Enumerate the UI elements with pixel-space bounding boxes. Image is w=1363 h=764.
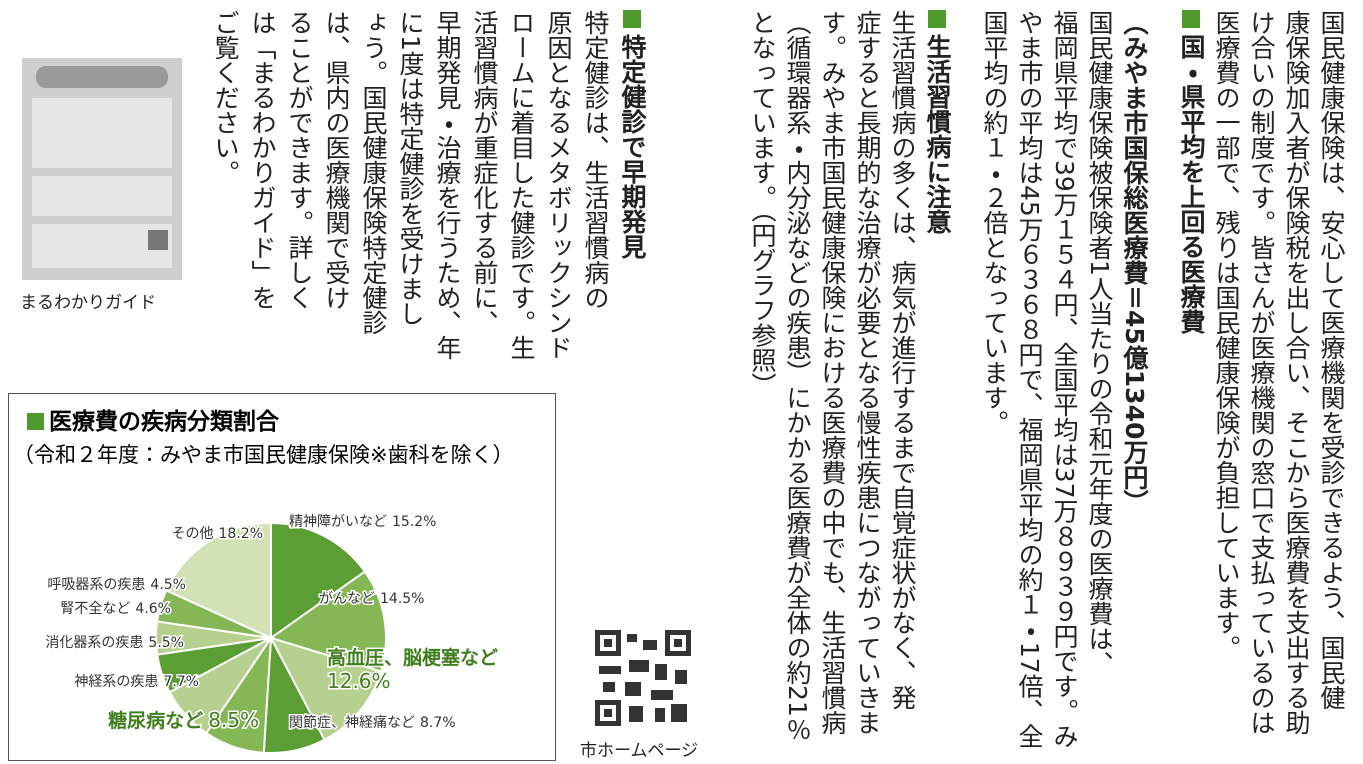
text-line: 原因となるメタボリックシンド: [540, 10, 577, 380]
slice-category: 消化器系の疾患: [45, 635, 143, 651]
section-heading: 国・県平均を上回る医療費: [1174, 10, 1209, 760]
heading-text: 特定健診で早期発見: [618, 34, 647, 259]
text-line: ご覧ください。: [207, 10, 244, 380]
slice-category: 腎不全など: [60, 601, 130, 617]
slice-label: 精神障がいなど 15.2%: [289, 514, 436, 530]
text-block: 特定健診で早期発見特定健診は、生活習慣病の原因となるメタボリックシンドロームに着…: [207, 10, 673, 380]
text-line: け合いの制度です。皆さんが医療機関の窓口で支払っているのは: [1244, 10, 1279, 760]
slice-label: 呼吸器系の疾患 4.5%: [47, 577, 186, 593]
slice-value: 14.5%: [380, 591, 424, 607]
text-line: 特定健診は、生活習慣病の: [577, 10, 614, 380]
text-line: 早期発見・治療を行うため、年: [429, 10, 466, 380]
slice-category: 糖尿病など: [108, 709, 203, 732]
text-line: 活習慣病が重症化する前に、: [466, 10, 503, 380]
slice-category: 高血圧、脳梗塞など: [327, 646, 498, 669]
text-line: は、県内の医療機関で受け: [318, 10, 355, 380]
slice-label: 神経系の疾患 7.7%: [74, 674, 199, 690]
page: Document {"intro": {"lines": ["国民健康保険は、安…: [0, 0, 1363, 764]
heading-marker: [928, 10, 946, 28]
slice-value: 18.2%: [219, 526, 263, 542]
slice-category: 関節症、神経痛など: [289, 714, 415, 731]
heading-marker: [623, 10, 641, 28]
slice-value: 8.7%: [420, 715, 456, 731]
slice-value: 4.5%: [150, 577, 186, 593]
text-line: ロームに着目した健診です。生: [503, 10, 540, 380]
text-line: 生活習慣病の多くは、病気が進行するまで自覚症状がなく、発: [885, 10, 920, 760]
slice-value: 7.7%: [163, 674, 199, 690]
heading-marker: [1182, 10, 1200, 28]
heading-text: 生活習慣病に注意: [923, 34, 952, 234]
chart-subtitle: （令和２年度：みやま市国民健康保険※歯科を除く）: [13, 443, 514, 467]
chart: 医療費の疾病分類割合 （令和２年度：みやま市国民健康保険※歯科を除く） 精神障が…: [9, 394, 555, 760]
heading-text: 国・県平均を上回る医療費: [1177, 34, 1206, 334]
guide-caption: まるわかりガイド: [20, 288, 156, 313]
section-heading: 生活習慣病に注意: [920, 10, 955, 760]
slice-category: がんなど: [319, 591, 375, 607]
text-line: （循環器系・内分泌などの疾患）にかかる医療費が全体の約21％: [780, 10, 815, 760]
text-line: ょう。国民健康保険特定健診: [355, 10, 392, 380]
page-body: 国民健康保険は、安心して医療機関を受診できるよう、国民健康保険加入者が保険税を出…: [0, 0, 1363, 764]
slice-label: 関節症、神経痛など 8.7%: [289, 714, 456, 731]
slice-category: 神経系の疾患: [74, 674, 158, 690]
slice-value: 4.6%: [135, 601, 171, 617]
text-line: 症すると長期的な治療が必要となる慢性疾患につながっていきま: [850, 10, 885, 760]
text-line: 康保険加入者が保険税を出し合い、そこから医療費を支出する助: [1279, 10, 1314, 760]
slice-category: 精神障がいなど: [289, 514, 387, 530]
text-line: に1度は特定健診を受けまし: [392, 10, 429, 380]
section-heading: 特定健診で早期発見: [614, 10, 651, 380]
title-marker: [27, 413, 44, 430]
text-line: ることができます。詳しく: [281, 10, 318, 380]
text-line: 福岡県平均で39万１５４円、全国平均は37万８９３９円です。み: [1047, 10, 1082, 760]
chart-box: 医療費の疾病分類割合 （令和２年度：みやま市国民健康保険※歯科を除く） 精神障が…: [8, 393, 556, 761]
text-block: 国民健康保険は、安心して医療機関を受診できるよう、国民健康保険加入者が保険税を出…: [745, 10, 1349, 760]
text-line: は「まるわかりガイド」を: [244, 10, 281, 380]
chart-title: 医療費の疾病分類割合: [49, 408, 280, 435]
slice-category: その他: [172, 526, 214, 542]
text-line: 国平均の約１・２倍となっています。: [977, 10, 1012, 760]
text-line: やま市の平均は45万６３６８円で、福岡県平均の約１・17倍、全: [1012, 10, 1047, 760]
slice-category: 呼吸器系の疾患: [47, 577, 145, 593]
heading-text: （みやま市国保総医療費＝45億1340万円）: [1120, 10, 1149, 514]
text-line: 国民健康保険被保険者1人当たりの令和元年度の医療費は、: [1082, 10, 1117, 760]
slice-label: 腎不全など 4.6%: [60, 601, 171, 617]
slice-value: 12.6%: [327, 669, 391, 693]
guide-image: [22, 58, 182, 280]
text-line: となっています。（円グラフ参照）: [745, 10, 780, 760]
slice-label: がんなど 14.5%: [319, 591, 424, 607]
text-line: す。みやま市国民健康保険における医療費の中でも、生活習慣病: [815, 10, 850, 760]
qr-code: [595, 630, 691, 726]
slice-label: 消化器系の疾患 5.5%: [45, 635, 184, 651]
qr-caption: 市ホームページ: [580, 736, 698, 761]
text-line: 医療費の一部で、残りは国民健康保険が負担しています。: [1209, 10, 1244, 760]
slice-value: 15.2%: [392, 514, 436, 530]
text-line: 国民健康保険は、安心して医療機関を受診できるよう、国民健: [1314, 10, 1349, 760]
section-heading: （みやま市国保総医療費＝45億1340万円）: [1117, 10, 1152, 760]
slice-value: 8.5%: [208, 708, 259, 732]
slice-value: 5.5%: [148, 635, 184, 651]
